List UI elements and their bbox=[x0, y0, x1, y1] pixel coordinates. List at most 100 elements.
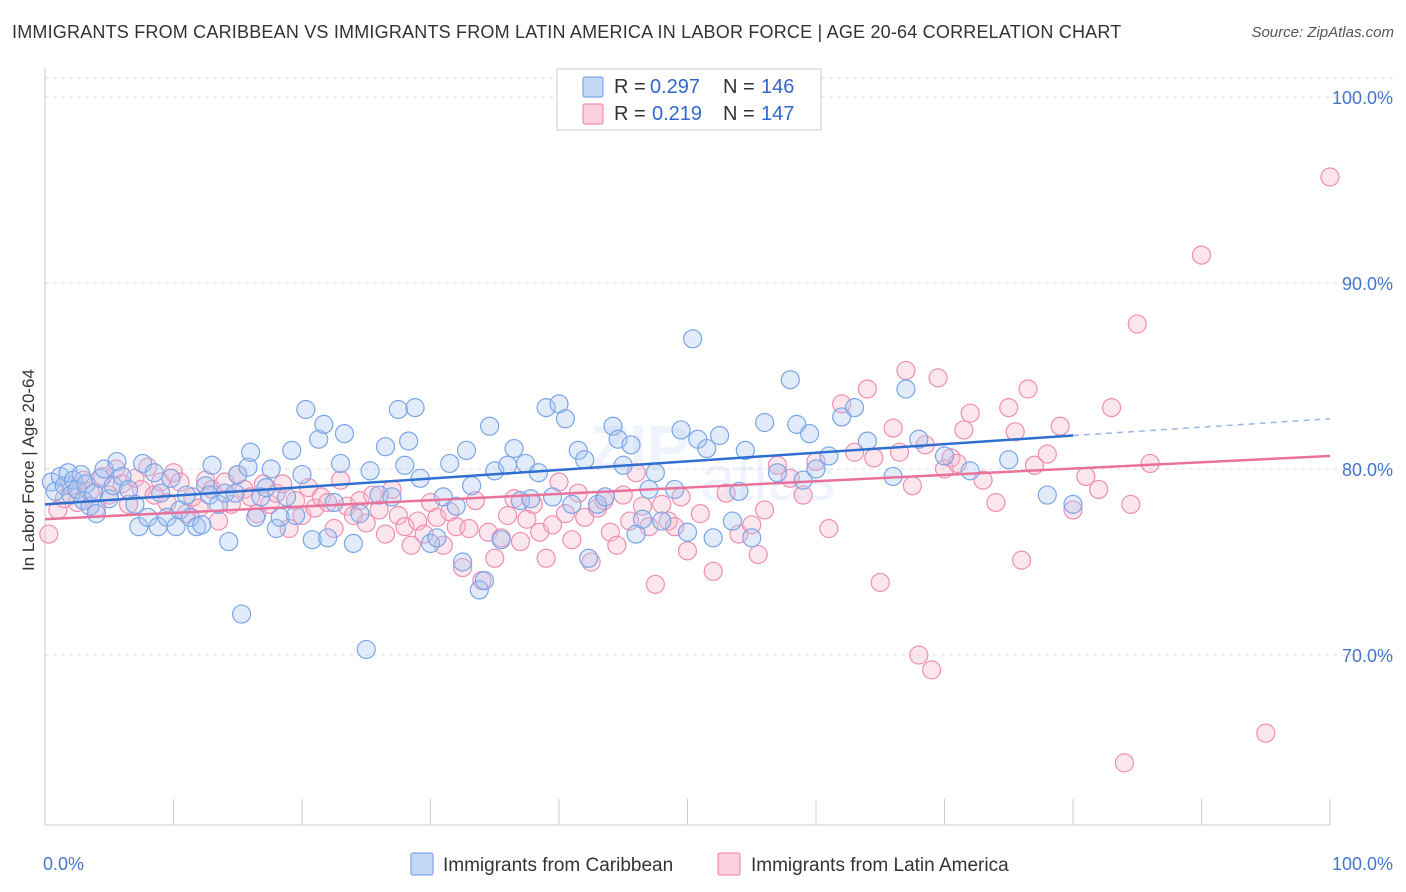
data-point-latin-america bbox=[1191, 245, 1212, 265]
data-point-latin-america bbox=[883, 418, 903, 438]
y-tick-label: 70.0% bbox=[1342, 646, 1393, 666]
data-point-latin-america bbox=[453, 557, 473, 578]
data-point-latin-america bbox=[857, 379, 878, 399]
data-point-latin-america bbox=[1011, 550, 1032, 570]
data-point-caribbean bbox=[896, 379, 916, 399]
y-axis-label: In Labor Force | Age 20-64 bbox=[19, 369, 38, 571]
data-point-caribbean bbox=[314, 414, 334, 434]
data-point-latin-america bbox=[922, 660, 942, 680]
data-point-caribbean bbox=[652, 511, 672, 531]
data-point-caribbean bbox=[144, 463, 164, 483]
data-point-caribbean bbox=[806, 459, 826, 479]
data-point-latin-america bbox=[375, 524, 396, 544]
data-point-latin-america bbox=[414, 524, 434, 544]
data-point-caribbean bbox=[276, 487, 297, 507]
data-point-latin-america bbox=[183, 487, 203, 507]
data-point-caribbean bbox=[575, 450, 595, 470]
series-caribbean bbox=[41, 329, 1083, 660]
data-point-caribbean bbox=[446, 496, 466, 516]
data-point-caribbean bbox=[474, 570, 495, 591]
data-point-caribbean bbox=[754, 412, 775, 433]
legend: R = 0.297 N = 146 R = 0.219 N = 147 bbox=[556, 68, 822, 131]
legend-r-label-2: R = bbox=[614, 103, 646, 125]
data-point-caribbean bbox=[232, 604, 252, 624]
chart-title: IMMIGRANTS FROM CARIBBEAN VS IMMIGRANTS … bbox=[12, 22, 1122, 42]
data-point-latin-america bbox=[864, 448, 884, 468]
data-point-caribbean bbox=[844, 398, 865, 418]
data-point-caribbean bbox=[86, 504, 107, 524]
data-point-caribbean bbox=[456, 440, 477, 460]
data-point-caribbean bbox=[433, 487, 453, 507]
data-point-caribbean bbox=[819, 446, 839, 466]
data-point-latin-america bbox=[909, 645, 929, 665]
legend-n-label-2: N = bbox=[723, 103, 755, 125]
data-point-caribbean bbox=[246, 507, 266, 527]
data-point-caribbean bbox=[440, 453, 460, 474]
data-point-caribbean bbox=[632, 509, 653, 529]
data-point-caribbean bbox=[1037, 485, 1057, 505]
data-point-latin-america bbox=[1018, 379, 1038, 399]
data-point-caribbean bbox=[568, 440, 588, 460]
legend-n-value-1: 146 bbox=[761, 76, 794, 98]
y-tick-label: 100.0% bbox=[1332, 88, 1393, 108]
bottom-legend: Immigrants from Caribbean Immigrants fro… bbox=[410, 852, 1009, 876]
data-point-caribbean bbox=[309, 429, 329, 449]
data-point-latin-america bbox=[690, 504, 710, 524]
data-point-latin-america bbox=[928, 368, 948, 388]
legend-swatch-latin-america bbox=[582, 103, 604, 125]
data-point-latin-america bbox=[575, 507, 595, 527]
data-point-latin-america bbox=[465, 491, 486, 511]
data-point-caribbean bbox=[703, 528, 723, 548]
data-point-latin-america bbox=[748, 544, 768, 565]
data-point-caribbean bbox=[388, 399, 408, 420]
data-point-caribbean bbox=[722, 511, 743, 531]
trend-lines bbox=[44, 418, 1331, 521]
data-point-latin-america bbox=[555, 504, 576, 524]
data-point-caribbean bbox=[219, 531, 239, 552]
data-point-caribbean bbox=[318, 528, 338, 548]
bottom-legend-label-latin-america: Immigrants from Latin America bbox=[751, 855, 1009, 876]
data-point-caribbean bbox=[677, 522, 698, 542]
data-point-latin-america bbox=[1089, 479, 1109, 500]
data-point-caribbean bbox=[735, 440, 755, 460]
data-point-caribbean bbox=[787, 414, 807, 434]
data-point-caribbean bbox=[909, 429, 929, 449]
data-point-latin-america bbox=[151, 472, 171, 492]
legend-n-label-1: N = bbox=[723, 76, 755, 98]
data-point-caribbean bbox=[857, 431, 878, 451]
data-point-latin-america bbox=[960, 403, 980, 423]
data-point-latin-america bbox=[742, 515, 762, 535]
source-label: Source: ZipAtlas.com bbox=[1251, 24, 1394, 41]
data-point-caribbean bbox=[405, 398, 425, 418]
data-point-caribbean bbox=[266, 518, 286, 539]
data-point-caribbean bbox=[343, 533, 363, 554]
data-point-latin-america bbox=[1101, 398, 1122, 418]
data-point-caribbean bbox=[41, 472, 62, 492]
data-point-latin-america bbox=[652, 494, 672, 514]
x-tick-label: 0.0% bbox=[43, 854, 84, 874]
data-point-latin-america bbox=[324, 518, 344, 539]
data-point-caribbean bbox=[504, 438, 524, 459]
data-point-caribbean bbox=[480, 416, 500, 436]
data-point-latin-america bbox=[754, 500, 775, 520]
bottom-legend-swatch-caribbean bbox=[410, 852, 434, 876]
data-point-caribbean bbox=[555, 409, 576, 429]
data-point-latin-america bbox=[485, 548, 505, 568]
bottom-legend-label-caribbean: Immigrants from Caribbean bbox=[443, 855, 673, 876]
data-point-caribbean bbox=[999, 450, 1019, 470]
legend-n-value-2: 147 bbox=[761, 103, 794, 125]
data-point-latin-america bbox=[645, 574, 665, 594]
data-point-caribbean bbox=[427, 528, 447, 548]
data-point-caribbean bbox=[498, 455, 518, 475]
data-point-caribbean bbox=[780, 370, 800, 390]
data-point-latin-america bbox=[1320, 167, 1340, 187]
data-point-caribbean bbox=[562, 494, 582, 514]
data-point-latin-america bbox=[819, 518, 839, 539]
data-point-caribbean bbox=[256, 478, 276, 498]
y-tick-labels: 100.0% 90.0% 80.0% 70.0% bbox=[1332, 88, 1393, 666]
data-point-latin-america bbox=[1005, 422, 1025, 442]
data-point-caribbean bbox=[521, 489, 541, 509]
data-point-caribbean bbox=[395, 455, 415, 475]
data-point-latin-america bbox=[1256, 723, 1276, 743]
trend-line-caribbean-projection bbox=[1072, 418, 1331, 437]
